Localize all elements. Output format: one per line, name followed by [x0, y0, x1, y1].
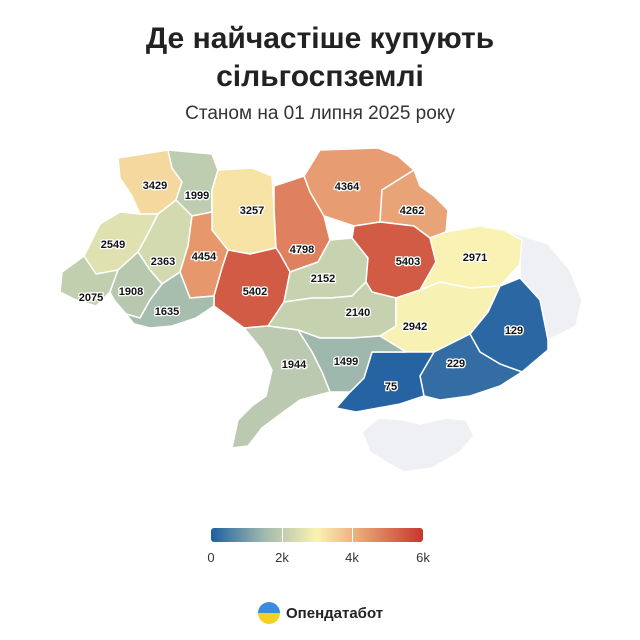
- color-scale-label: 2k: [275, 550, 289, 565]
- chart-title-line-2: сільгоспземлі: [216, 60, 424, 93]
- region-label-ivano-frankivsk: 1908: [119, 286, 143, 298]
- color-scale-label: 4k: [345, 550, 359, 565]
- color-scale-label: 0: [207, 550, 215, 565]
- region-label-kirovohrad: 2140: [346, 307, 370, 319]
- region-label-vinnytsia: 5402: [243, 286, 267, 298]
- brand: Опендатабот: [258, 600, 383, 626]
- color-scale-tick: [282, 528, 283, 542]
- region-label-rivne: 1999: [185, 190, 209, 202]
- region-label-sumy: 4262: [400, 205, 424, 217]
- chart-title-line-1: Де найчастіше купують: [145, 22, 495, 55]
- region-label-chernihiv: 4364: [335, 181, 360, 193]
- region-luhansk: [503, 229, 583, 341]
- region-kharkiv: [419, 225, 523, 291]
- chart-subtitle: Станом на 01 липня 2025 року: [185, 103, 455, 124]
- region-label-zhytomyr: 3257: [240, 205, 264, 217]
- color-scale-label: 6k: [416, 550, 430, 565]
- region-label-donetsk: 129: [505, 325, 523, 337]
- opendatabot-logo-icon: [258, 602, 280, 624]
- region-chernivtsi: [125, 271, 215, 329]
- region-label-zaporizhzhia: 229: [447, 358, 465, 370]
- region-label-odesa: 1944: [282, 359, 307, 371]
- region-label-poltava: 5403: [396, 256, 420, 268]
- region-label-mykolaiv: 1499: [334, 356, 358, 368]
- region-label-kharkiv: 2971: [463, 252, 487, 264]
- color-scale-bar: [211, 528, 423, 542]
- region-odesa: [231, 325, 331, 449]
- region-label-volyn: 3429: [143, 180, 167, 192]
- region-label-khmelnytskyi: 4454: [192, 251, 217, 263]
- region-crimea: [361, 417, 475, 473]
- chart-title: Де найчастіше купують сільгоспземлі: [0, 20, 640, 96]
- region-label-cherkasy: 2152: [311, 273, 335, 285]
- region-label-ternopil: 2363: [151, 256, 175, 268]
- brand-name: Опендатабот: [286, 604, 384, 622]
- color-scale-tick: [352, 528, 353, 542]
- region-label-zakarpattia: 2075: [79, 292, 103, 304]
- region-label-kyiv: 4798: [290, 244, 314, 256]
- region-label-dnipropetrovsk: 2942: [403, 321, 427, 333]
- region-label-kherson: 75: [385, 381, 397, 393]
- region-label-chernivtsi: 1635: [155, 306, 179, 318]
- region-label-lviv: 2549: [101, 239, 125, 251]
